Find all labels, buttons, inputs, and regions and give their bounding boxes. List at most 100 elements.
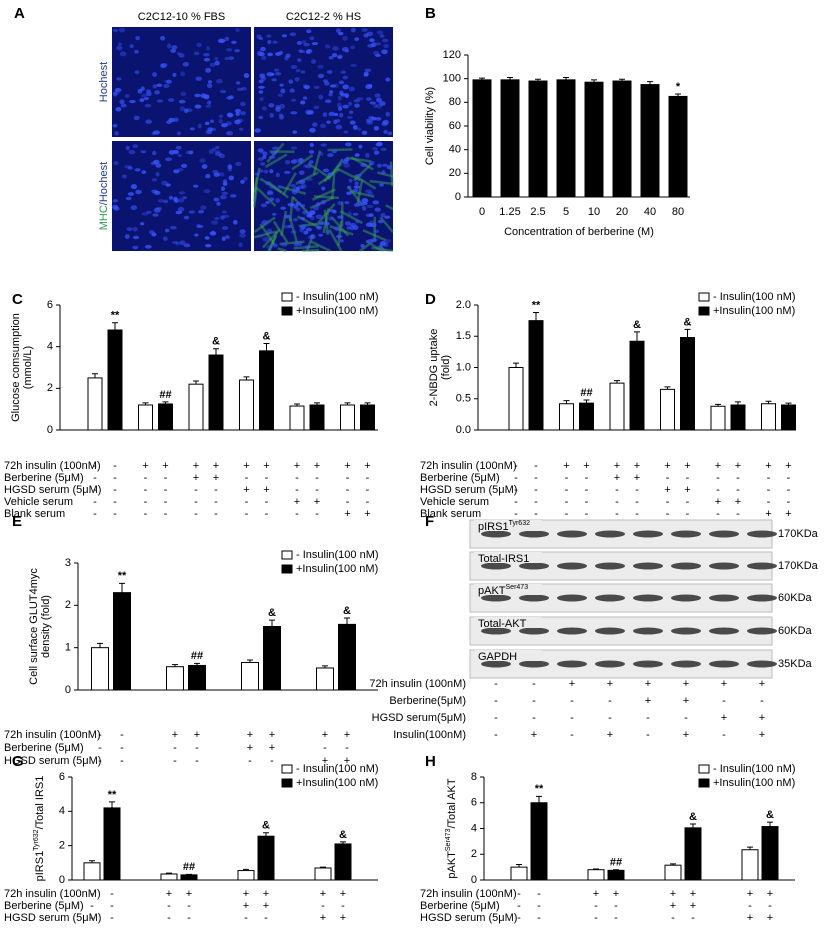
blot-band bbox=[709, 530, 739, 538]
nucleus bbox=[366, 31, 374, 37]
condition-mark: - bbox=[585, 508, 589, 520]
nucleus bbox=[322, 168, 330, 173]
condition-mark: + bbox=[166, 888, 172, 900]
nucleus bbox=[139, 98, 145, 103]
condition-label: Berberine (5μM) bbox=[420, 900, 500, 912]
error-bar bbox=[767, 821, 773, 827]
nucleus bbox=[117, 42, 123, 46]
nucleus bbox=[243, 176, 248, 181]
nucleus bbox=[343, 157, 350, 162]
nucleus bbox=[309, 160, 314, 164]
nucleus bbox=[357, 127, 362, 131]
nucleus bbox=[360, 244, 365, 248]
nucleus bbox=[198, 209, 204, 214]
nucleus bbox=[298, 49, 303, 53]
bar bbox=[710, 405, 726, 431]
nucleus bbox=[335, 124, 343, 130]
nucleus bbox=[320, 143, 327, 147]
nucleus bbox=[269, 197, 275, 202]
nucleus bbox=[375, 117, 382, 121]
nucleus bbox=[220, 194, 227, 200]
nucleus bbox=[257, 157, 264, 161]
nucleus bbox=[125, 145, 130, 151]
nucleus bbox=[163, 199, 169, 204]
y-axis-label: Cell surface GLUT4myc bbox=[28, 568, 40, 685]
condition-mark: - bbox=[214, 496, 218, 508]
nucleus bbox=[349, 110, 354, 114]
y-tick-label: 0 bbox=[59, 874, 65, 886]
bar bbox=[87, 377, 103, 431]
condition-mark: + bbox=[785, 508, 791, 520]
y-axis-label: pAKTSer473/Total AKT bbox=[445, 778, 458, 879]
error-bar bbox=[715, 403, 721, 407]
nucleus bbox=[349, 225, 355, 231]
nucleus bbox=[175, 145, 182, 150]
nucleus bbox=[376, 141, 383, 147]
nucleus bbox=[300, 225, 306, 230]
bar bbox=[607, 869, 625, 881]
nucleus bbox=[124, 94, 130, 98]
nucleus bbox=[112, 124, 118, 128]
nucleus bbox=[141, 170, 147, 175]
nucleus bbox=[309, 142, 314, 147]
bar bbox=[107, 329, 123, 431]
nucleus bbox=[349, 120, 356, 125]
nucleus bbox=[121, 174, 127, 179]
nucleus bbox=[258, 169, 264, 173]
condition-mark: - bbox=[686, 496, 690, 508]
condition-mark: + bbox=[645, 695, 651, 707]
error-bar bbox=[536, 795, 542, 803]
condition-mark: - bbox=[195, 755, 199, 767]
condition-mark: - bbox=[244, 912, 248, 924]
nucleus bbox=[342, 35, 348, 41]
nucleus bbox=[197, 224, 204, 229]
nucleus bbox=[178, 191, 186, 195]
condition-mark: - bbox=[787, 472, 791, 484]
nucleus bbox=[156, 99, 164, 103]
panel-letter: A bbox=[14, 5, 25, 22]
condition-mark: + bbox=[247, 742, 253, 754]
nucleus bbox=[271, 150, 277, 156]
nucleus bbox=[199, 158, 206, 163]
nucleus bbox=[304, 245, 311, 250]
bar bbox=[188, 383, 204, 431]
y-axis-label: (fold) bbox=[440, 355, 452, 380]
error-bar bbox=[533, 312, 539, 321]
nucleus bbox=[356, 97, 364, 101]
nucleus bbox=[275, 172, 280, 178]
nucleus bbox=[146, 210, 152, 215]
nucleus bbox=[258, 85, 265, 89]
condition-mark: - bbox=[760, 695, 764, 707]
error-bar bbox=[583, 399, 590, 404]
condition-mark: + bbox=[583, 460, 589, 472]
nucleus bbox=[365, 97, 372, 101]
nucleus bbox=[329, 209, 336, 213]
nucleus bbox=[284, 214, 291, 219]
nucleus bbox=[334, 226, 341, 232]
condition-mark: - bbox=[570, 729, 574, 741]
bar bbox=[528, 80, 548, 198]
significance-mark: ## bbox=[610, 857, 622, 869]
condition-mark: - bbox=[532, 678, 536, 690]
bar bbox=[241, 661, 259, 691]
nucleus bbox=[200, 205, 207, 210]
nucleus bbox=[143, 97, 149, 101]
myotube bbox=[346, 156, 372, 163]
nucleus bbox=[221, 226, 229, 230]
nucleus bbox=[178, 99, 186, 104]
nucleus bbox=[222, 181, 228, 186]
myotube bbox=[261, 228, 281, 249]
y-tick-label: 120 bbox=[443, 49, 461, 61]
condition-mark: - bbox=[144, 484, 148, 496]
condition-mark: + bbox=[759, 729, 765, 741]
bar bbox=[609, 382, 625, 431]
nucleus bbox=[369, 38, 375, 43]
nucleus bbox=[284, 159, 291, 165]
nucleus bbox=[353, 203, 361, 207]
error-bar bbox=[591, 79, 597, 83]
nucleus bbox=[384, 239, 392, 244]
condition-label: Vehicle serum bbox=[4, 496, 73, 508]
nucleus bbox=[125, 196, 132, 201]
myotube bbox=[259, 223, 276, 246]
nucleus bbox=[387, 131, 393, 136]
